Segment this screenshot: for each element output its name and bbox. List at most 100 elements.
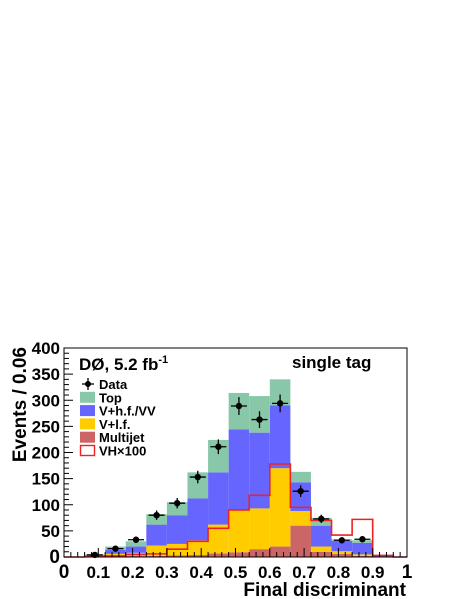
- data-point-8: [251, 411, 268, 428]
- bar-multijet-5: [166, 555, 188, 557]
- x-tick-label: 1: [402, 562, 413, 583]
- data-marker: [215, 443, 222, 450]
- x-tick-label: 0.3: [155, 563, 179, 582]
- y-tick-label: 300: [32, 391, 60, 410]
- x-tick-label: 0: [59, 562, 70, 583]
- bar-v-h-f-vv-6: [187, 498, 209, 541]
- bar-multijet-8: [228, 552, 250, 557]
- x-tick-label: 0.9: [361, 563, 385, 582]
- bar-multijet-4: [146, 555, 167, 557]
- data-point-12: [333, 537, 350, 544]
- data-marker: [194, 473, 201, 481]
- bar-v-l-f--4: [146, 545, 167, 556]
- y-tick-label: 0: [49, 547, 60, 568]
- legend-swatch: [80, 431, 95, 443]
- bar-v-l-f--10: [269, 468, 291, 547]
- bar-v-h-f-vv-5: [166, 515, 188, 544]
- bar-multijet-12: [310, 551, 332, 557]
- bar-v-l-f--14: [352, 554, 373, 556]
- bar-multijet-7: [208, 553, 229, 557]
- data-marker: [153, 512, 160, 519]
- legend-entry-vh-100: VH×100: [79, 444, 146, 459]
- histogram-stack: [84, 379, 394, 557]
- legend-swatch: [80, 391, 95, 403]
- bar-v-h-f-vv-14: [352, 542, 373, 555]
- bar-v-h-f-vv-13: [331, 540, 353, 552]
- bar-top-11: [290, 471, 311, 483]
- y-tick-label: 400: [32, 339, 60, 358]
- legend-entry-v-l-f-: V+l.f.: [80, 417, 130, 432]
- x-tick-label: 0.5: [224, 563, 248, 582]
- legend-label: V+h.f./VV: [99, 404, 156, 419]
- legend-label: Top: [99, 390, 122, 405]
- data-point-3: [148, 510, 165, 520]
- data-marker: [318, 515, 325, 523]
- bar-top-6: [187, 472, 209, 499]
- bar-v-h-f-vv-4: [146, 524, 167, 546]
- data-point-2: [128, 536, 145, 543]
- legend-label: Data: [99, 377, 128, 392]
- experiment-label-sup: -1: [158, 354, 168, 366]
- bar-v-h-f-vv-12: [310, 525, 332, 547]
- bar-v-h-f-vv-7: [208, 472, 229, 525]
- y-tick-label: 200: [32, 444, 60, 463]
- channel-label: single tag: [292, 353, 371, 372]
- bar-v-h-f-vv-9: [249, 432, 270, 509]
- y-tick-label: 100: [32, 496, 60, 515]
- experiment-label-main: DØ, 5.2 fb: [79, 355, 158, 374]
- data-point-5: [189, 470, 206, 484]
- legend-label: V+l.f.: [99, 417, 130, 432]
- bar-multijet-11: [290, 525, 311, 557]
- bar-multijet-14: [352, 555, 373, 557]
- bar-multijet-3: [125, 555, 147, 557]
- tick-labels: 0 0.1 0.2 0.3 0.4 0.5 0.6 0.7 0.8 0.9 1 0 50 100 150 20…: [32, 339, 413, 583]
- data-marker: [235, 402, 243, 410]
- data-marker: [256, 416, 263, 423]
- legend-entry-multijet: Multijet: [80, 430, 145, 445]
- bar-multijet-9: [249, 549, 270, 557]
- y-tick-label: 50: [41, 522, 60, 541]
- bar-multijet-6: [187, 554, 209, 557]
- bar-top-5: [166, 502, 188, 516]
- y-axis-label: Events / 0.06: [10, 347, 31, 462]
- data-point-10: [292, 485, 309, 497]
- data-point-9: [272, 394, 289, 413]
- data-marker: [338, 537, 346, 544]
- x-tick-label: 0.7: [292, 563, 316, 582]
- experiment-label: DØ, 5.2 fb-1: [79, 354, 168, 374]
- legend-data-marker: [85, 381, 91, 387]
- bar-v-h-f-vv-3: [125, 546, 147, 553]
- data-point-1: [107, 545, 124, 552]
- bar-v-l-f--13: [331, 551, 353, 554]
- data-marker: [173, 499, 181, 507]
- bar-v-h-f-vv-10: [269, 405, 291, 469]
- bar-v-h-f-vv-8: [228, 429, 250, 511]
- x-tick-label: 0.8: [327, 563, 351, 582]
- x-tick-label: 0.4: [189, 563, 213, 582]
- legend-swatch: [79, 444, 96, 457]
- bar-multijet-10: [269, 546, 291, 557]
- legend-swatch: [80, 405, 95, 417]
- y-tick-label: 350: [32, 365, 60, 384]
- data-marker: [297, 487, 304, 495]
- x-tick-label: 0.6: [258, 563, 282, 582]
- x-tick-label: 0.1: [86, 563, 110, 582]
- bar-v-l-f--11: [290, 511, 311, 526]
- data-marker: [112, 545, 119, 552]
- y-tick-label: 250: [32, 417, 60, 436]
- axes: [63, 347, 408, 558]
- bar-top-10: [269, 379, 291, 406]
- bar-v-l-f--9: [249, 508, 270, 550]
- x-axis-label: Final discriminant: [243, 580, 406, 599]
- data-point-13: [354, 536, 371, 543]
- data-point-6: [210, 439, 227, 455]
- data-marker: [132, 536, 140, 543]
- legend-label: VH×100: [99, 444, 146, 459]
- legend-entry-data: Data: [82, 377, 128, 392]
- bar-v-l-f--12: [310, 546, 332, 552]
- data-marker: [276, 400, 284, 407]
- data-point-4: [169, 497, 186, 509]
- data-point-7: [230, 397, 247, 415]
